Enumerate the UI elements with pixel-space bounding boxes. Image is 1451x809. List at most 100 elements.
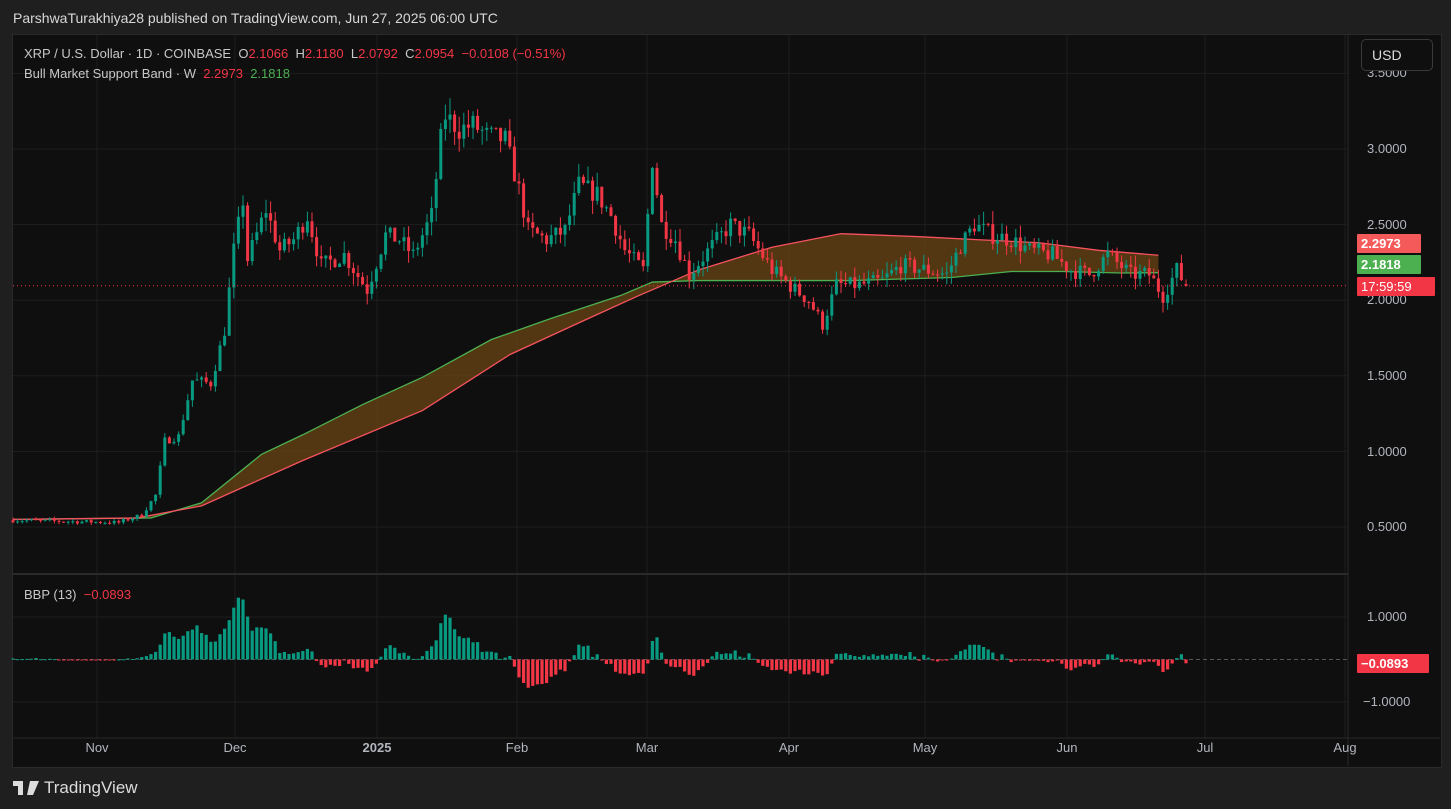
tradingview-logo[interactable]: TradingView bbox=[13, 778, 138, 798]
bbp-bar bbox=[742, 657, 746, 660]
bbp-bar bbox=[678, 659, 682, 667]
candle-body bbox=[558, 227, 562, 235]
symbol-name[interactable]: XRP / U.S. Dollar · 1D · COINBASE bbox=[24, 46, 232, 61]
bbp-bar bbox=[1175, 658, 1179, 660]
bbp-bar bbox=[581, 646, 585, 660]
candle-body bbox=[839, 279, 843, 284]
candle-body bbox=[292, 239, 296, 245]
bbp-bar bbox=[535, 659, 539, 685]
bbp-bar bbox=[246, 616, 250, 660]
band-legend[interactable]: Bull Market Support Band · W 2.2973 2.18… bbox=[24, 66, 290, 81]
bbp-bar bbox=[181, 635, 185, 660]
bbp-bar bbox=[940, 659, 944, 661]
candle-body bbox=[1129, 264, 1133, 267]
candle-body bbox=[121, 519, 125, 523]
bbp-bar bbox=[131, 658, 135, 660]
candle-body bbox=[158, 465, 162, 495]
bbp-bar bbox=[154, 651, 158, 660]
bbp-bar bbox=[1018, 659, 1022, 661]
currency-button[interactable]: USD bbox=[1361, 39, 1433, 71]
candle-body bbox=[163, 437, 167, 466]
bbp-bar bbox=[296, 652, 300, 660]
candle-body bbox=[462, 124, 466, 139]
bbp-bar bbox=[554, 659, 558, 675]
bbp-bar bbox=[572, 655, 576, 660]
chart-frame[interactable] bbox=[12, 34, 1442, 768]
candle-body bbox=[75, 521, 79, 524]
bbp-bar bbox=[1041, 659, 1045, 661]
candle-body bbox=[71, 521, 75, 523]
bbp-bar bbox=[1184, 659, 1188, 664]
bbp-bar bbox=[25, 658, 29, 660]
candle-body bbox=[770, 259, 774, 275]
bbp-bar bbox=[223, 628, 227, 660]
bbp-bar bbox=[1037, 659, 1041, 661]
candle-body bbox=[1175, 263, 1179, 278]
candle-body bbox=[853, 277, 857, 289]
candle-body bbox=[1101, 257, 1105, 272]
candle-body bbox=[66, 521, 70, 523]
bbp-bar bbox=[218, 634, 222, 660]
candle-body bbox=[802, 295, 806, 302]
candle-body bbox=[899, 267, 903, 274]
candle-body bbox=[641, 259, 645, 267]
bbp-bar bbox=[568, 659, 572, 662]
band-name: Bull Market Support Band · W bbox=[24, 66, 196, 81]
candle-body bbox=[172, 441, 176, 444]
candle-body bbox=[811, 302, 815, 310]
bbp-bar bbox=[922, 654, 926, 660]
candle-body bbox=[669, 238, 673, 244]
price-tick: 1.0000 bbox=[1367, 444, 1407, 459]
candle-body bbox=[1133, 266, 1137, 279]
bbp-bar bbox=[660, 652, 664, 660]
bbp-bar bbox=[1069, 659, 1073, 671]
candle-body bbox=[706, 248, 710, 262]
bbp-bar bbox=[526, 659, 530, 688]
bbp-legend[interactable]: BBP (13) −0.0893 bbox=[24, 587, 131, 602]
candle-body bbox=[926, 264, 930, 274]
candle-body bbox=[407, 237, 411, 251]
candle-body bbox=[1184, 284, 1188, 286]
candle-body bbox=[448, 114, 452, 120]
bbp-bar bbox=[738, 656, 742, 660]
bbp-bar bbox=[623, 659, 627, 674]
candle-body bbox=[287, 238, 291, 245]
candle-body bbox=[232, 243, 236, 288]
candle-body bbox=[1083, 265, 1087, 268]
bbp-bar bbox=[871, 654, 875, 660]
candle-body bbox=[535, 227, 539, 234]
bbp-bar bbox=[227, 620, 231, 660]
bbp-bar bbox=[292, 653, 296, 660]
bbp-bar bbox=[108, 659, 112, 661]
candle-body bbox=[949, 265, 953, 273]
candle-body bbox=[526, 217, 530, 223]
candle-body bbox=[250, 240, 254, 262]
candle-body bbox=[218, 345, 222, 372]
bbp-bar bbox=[609, 659, 613, 664]
bbp-bar bbox=[135, 658, 139, 660]
candle-body bbox=[1092, 275, 1096, 277]
candle-body bbox=[761, 248, 765, 259]
candle-body bbox=[1097, 271, 1101, 277]
symbol-legend: XRP / U.S. Dollar · 1D · COINBASE O2.106… bbox=[24, 46, 566, 61]
candle-body bbox=[747, 226, 751, 229]
candle-body bbox=[798, 283, 802, 296]
candle-body bbox=[554, 227, 558, 236]
publisher-caption: ParshwaTurakhiya28 published on TradingV… bbox=[13, 10, 498, 26]
time-tick: Mar bbox=[635, 740, 659, 755]
bbp-bar bbox=[784, 659, 788, 672]
candle-body bbox=[756, 241, 760, 249]
low-value: 2.0792 bbox=[358, 46, 398, 61]
lower-band-tag: 2.1818 bbox=[1357, 255, 1421, 274]
candle-body bbox=[301, 226, 305, 233]
candle-body bbox=[204, 377, 208, 382]
candle-body bbox=[1156, 278, 1160, 292]
candle-body bbox=[549, 235, 553, 245]
candle-body bbox=[16, 521, 20, 523]
candle-body bbox=[885, 273, 889, 278]
candle-body bbox=[1000, 233, 1004, 241]
bbp-bar bbox=[885, 655, 889, 660]
bbp-bar bbox=[1055, 659, 1059, 661]
candle-body bbox=[931, 273, 935, 275]
